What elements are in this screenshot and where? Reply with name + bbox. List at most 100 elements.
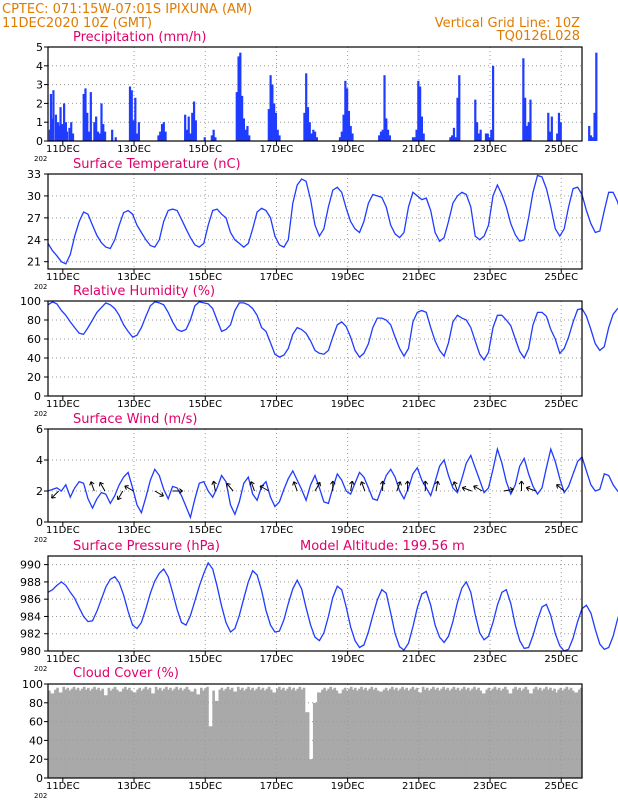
x-tick-label: 13DEC [117,144,151,155]
cloud-bar [142,688,146,778]
precip-bar [111,129,114,141]
panel-wind: 0 2 4 6 11DEC 13DEC 15DEC 17DEC 19DEC 21DEC 23DEC 2… [34,412,618,544]
y-tick-label: 1 [36,116,43,129]
precip-bar [159,131,162,141]
cloud-bar [165,686,168,778]
y-tick-label: 4 [36,454,43,467]
wind-vector-head [404,480,408,485]
y-tick-label: 60 [29,716,43,729]
precip-bar [595,52,598,141]
cloud-bar [557,689,561,778]
precip-bar [475,122,479,141]
cloud-bar [430,688,433,778]
cloud-bar [158,687,162,778]
cloud-bar [329,686,333,778]
precip-bar [477,133,480,141]
x-tick-label: 21DEC [402,399,436,410]
plot-frame [47,300,583,397]
cloud-bar [249,689,252,778]
cloud-bar [280,689,283,778]
precip-bar [484,133,488,141]
cloud-bar [117,691,121,778]
wind-vector-head [461,487,465,492]
plot-frame [47,683,583,779]
x-tick-label: 15DEC [188,781,222,792]
cloud-bar [97,687,100,778]
precip-bar [164,131,167,141]
wind-vector [396,481,401,492]
precip-bar [71,133,75,141]
cloud-bar [547,689,550,778]
cloud-bar [202,690,205,778]
precip-bar [102,124,105,141]
precip-bar [59,107,62,141]
cloud-bar [403,689,406,778]
precip-bar [269,75,272,141]
cloud-bar [345,690,349,778]
wind-vector-head [525,487,529,492]
cloud-bar [362,689,365,778]
cloud-bar [464,689,468,778]
cloud-bar [218,689,222,778]
precip-bar [529,99,532,141]
precip-bar [87,131,91,141]
precip-bar [191,112,194,141]
wind-vector-head [161,492,164,497]
precip-bar [522,58,525,141]
header-date: 11DEC2020 10Z (GMT) [2,16,152,31]
cloud-bar [538,687,542,778]
precip-bar [57,125,60,141]
precip-bar [278,135,281,141]
precip-bar [346,88,349,141]
cloud-bar [354,687,357,778]
cloud-bar [173,688,176,778]
x-tick-label: 25DEC [544,781,578,792]
x-tick-label: 13DEC [117,654,151,665]
cloud-bar [292,687,296,778]
cloud-bar [136,689,139,778]
panel-temp: 21 24 27 30 33 11DEC 13DEC 15DEC 17DEC 19DEC 21DEC… [27,157,618,291]
cloud-bar [130,690,133,778]
wind-vector-head [521,480,525,485]
cloud-bar [388,688,392,778]
cloud-bar [109,690,113,778]
header-grid-line: Vertical Grid Line: 10Z [435,16,580,31]
cloud-bar [471,688,474,778]
precip-bar [310,133,313,141]
cloud-bar [487,687,491,778]
cloud-bar [261,687,265,778]
cloud-bar [265,688,269,778]
cloud-bar [70,688,74,778]
precip-bar [136,133,139,141]
x-tick-label: 17DEC [260,144,294,155]
precip-bar [474,99,477,141]
cloud-bar [263,690,267,778]
x-tick-label: 21DEC [402,272,436,283]
cloud-bar [319,692,322,778]
cloud-bar [450,688,454,778]
wind-vector-head [51,494,53,499]
cloud-bar [466,687,470,778]
cloud-bar [300,689,304,778]
cloud-bar [565,686,569,778]
wind-vector-head [382,480,386,485]
y-tick-label: 80 [29,697,43,710]
cloud-bar [220,687,224,778]
wind-vector-head [509,487,514,490]
cloud-bar [569,687,573,778]
y-tick-label: 984 [20,610,41,623]
cloud-bar [380,691,384,778]
panel-pres: 980 982 984 986 988 990 11DEC 13DEC 15DEC 17DEC 19… [20,539,618,673]
cloud-bar [458,690,462,778]
precip-bar [315,137,318,141]
cloud-bar [479,690,482,778]
cloud-bar [134,692,137,778]
cloud-bar [481,693,485,778]
cloud-bar [214,700,218,778]
cloud-bar [308,759,312,778]
cloud-bar [405,687,409,778]
cloud-bar [446,687,450,778]
plot-frame [47,46,583,142]
precip-bar [210,135,213,141]
cloud-bar [425,687,429,778]
